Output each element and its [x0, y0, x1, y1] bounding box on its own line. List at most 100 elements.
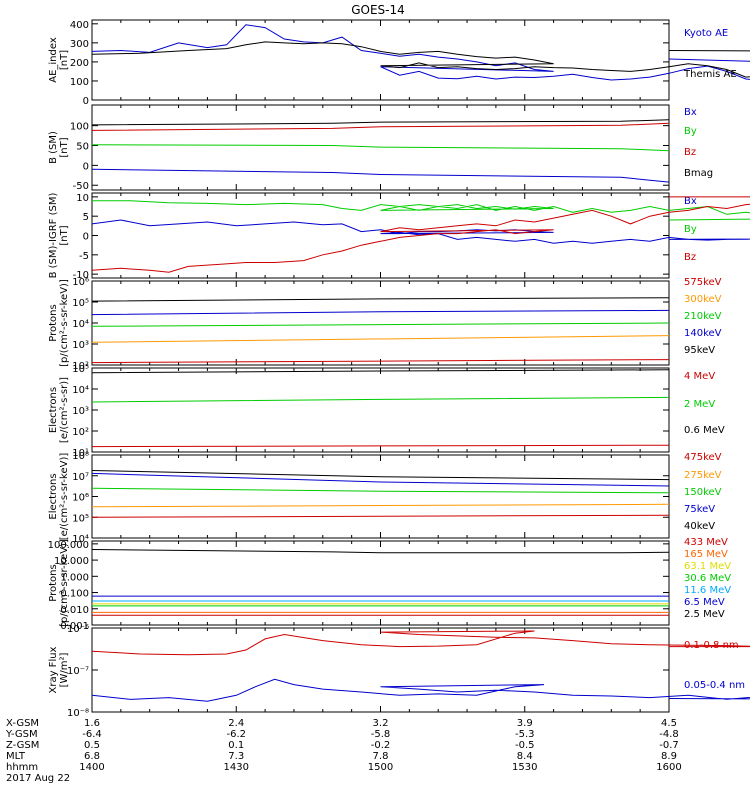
legend-entry: 11.6 MeV	[684, 585, 731, 596]
legend-entry: Bx	[684, 196, 697, 207]
y-axis-label-line: Protons	[48, 304, 59, 341]
panel-frame	[91, 19, 670, 101]
legend-entry: 210keV	[684, 311, 722, 322]
legend-entry: 95keV	[684, 345, 715, 356]
x-tick-value: 1430	[224, 762, 249, 773]
y-tick-label: 10⁵	[72, 364, 89, 375]
legend-entry: 150keV	[684, 487, 722, 498]
y-tick-label: 300	[70, 39, 89, 50]
panel-3: -10 -5 0 5 10 B (SM)-IGRF (SM)[nT] Bx By Bz	[48, 192, 750, 281]
series-line	[91, 335, 670, 343]
y-tick-label: 10²	[72, 361, 89, 372]
x-tick-value: -4.8	[659, 729, 679, 740]
legend-entry: By	[684, 126, 697, 137]
legend-entry: 475keV	[684, 452, 722, 463]
panel-7: 0.0010.0100.1001.00010.000100.000Protons…	[48, 537, 732, 632]
legend-entry: 6.5 MeV	[684, 597, 725, 608]
x-tick-value: 4.5	[661, 718, 677, 729]
y-tick-label: 10⁵	[72, 513, 89, 524]
y-tick-label: 10⁸	[72, 451, 89, 462]
y-tick-label: 10	[76, 193, 89, 204]
legend-entry: 2 MeV	[684, 399, 715, 410]
series-line	[91, 297, 670, 302]
legend-entry: 0.05-0.4 nm	[684, 680, 745, 691]
y-axis-label-line: [nT]	[59, 50, 70, 70]
x-tick-value: 8.4	[517, 751, 533, 762]
y-tick-label: 50	[76, 142, 89, 153]
legend-entry: 2.5 MeV	[684, 609, 725, 620]
y-tick-label: 0.001	[60, 621, 89, 632]
x-tick-value: 1600	[656, 762, 681, 773]
y-tick-label: 100.000	[48, 540, 89, 551]
panel-4: 10²10³10⁴10⁵10⁶Protons[p/(cm²-s-sr-keV)]…	[48, 277, 722, 372]
y-tick-label: 10⁴	[72, 534, 89, 545]
y-tick-label: 10⁻⁶	[67, 624, 89, 635]
series-line	[91, 503, 670, 508]
x-tick-value: 8.9	[661, 751, 677, 762]
y-axis-label-line: Protons	[48, 564, 59, 601]
y-axis-label-line: Electrons	[48, 473, 59, 519]
panel-frame	[91, 367, 670, 453]
series-line	[91, 359, 670, 364]
x-tick-value: 1400	[79, 762, 104, 773]
y-tick-label: 1.000	[60, 572, 89, 583]
y-tick-label: 10³	[72, 406, 89, 417]
series-line	[92, 200, 750, 221]
y-axis-label-line: [p/(cm²-s-sr-keV)]	[59, 539, 70, 627]
series-line	[91, 122, 670, 131]
series-line	[91, 470, 670, 481]
x-tick-value: 1500	[368, 762, 393, 773]
date-label: 2017 Aug 22	[6, 773, 70, 784]
series-line	[91, 168, 670, 183]
x-tick-value: 1530	[512, 762, 537, 773]
x-tick-value: 2.4	[228, 718, 244, 729]
series-line	[91, 41, 750, 78]
series-line	[91, 514, 670, 518]
x-tick-value: -5.3	[515, 729, 535, 740]
y-tick-label: -50	[73, 181, 89, 192]
y-tick-label: 10²	[72, 427, 89, 438]
legend-entry: 0.1-0.8 nm	[684, 640, 739, 651]
y-tick-label: 10⁶	[72, 277, 89, 288]
x-tick-value: 7.3	[228, 751, 244, 762]
y-tick-label: 10⁴	[72, 385, 89, 396]
plot-title: GOES-14	[351, 3, 405, 17]
x-row-label: hhmm	[6, 762, 38, 773]
x-tick-value: 3.2	[373, 718, 389, 729]
legend-entry: Kyoto AE	[684, 28, 728, 39]
x-tick-value: -0.5	[515, 740, 535, 751]
y-axis-label-line: [e/(cm²-s-sr-keV)]	[59, 453, 70, 541]
y-axis-label-line: AE_index	[48, 37, 59, 83]
legend-entry: 63.1 MeV	[684, 561, 731, 572]
x-row-label: Z-GSM	[6, 740, 39, 751]
series-line	[91, 396, 670, 403]
y-tick-label: 200	[70, 58, 89, 69]
series-line	[91, 144, 670, 152]
x-tick-value: 1.6	[84, 718, 100, 729]
legend-entry: 30.6 MeV	[684, 573, 731, 584]
series-line	[91, 444, 670, 448]
x-tick-value: 6.8	[84, 751, 100, 762]
x-tick-value: -5.8	[371, 729, 391, 740]
legend-entry: 575keV	[684, 277, 722, 288]
x-tick-value: 7.8	[373, 751, 389, 762]
y-axis-label-line: Xray Flux	[48, 646, 59, 693]
x-tick-value: -0.7	[659, 740, 679, 751]
legend-entry: 40keV	[684, 521, 715, 532]
legend-entry: 140keV	[684, 328, 722, 339]
y-tick-label: 10⁵	[72, 298, 89, 309]
y-tick-label: 10⁻⁸	[67, 708, 89, 719]
legend-entry: 275keV	[684, 470, 722, 481]
legend-entry: 0.6 MeV	[684, 425, 725, 436]
y-axis-label: Electrons[e/(cm²-s-sr)]	[48, 377, 70, 443]
legend-entry: Bmag	[684, 168, 713, 179]
y-axis-label: AE_index[nT]	[48, 37, 70, 83]
y-tick-label: 100	[70, 122, 89, 133]
y-tick-label: 10⁴	[72, 319, 89, 330]
y-axis-label-line: B (SM)-IGRF (SM)	[48, 193, 59, 279]
y-tick-label: 0	[83, 232, 89, 243]
x-tick-value: -0.2	[371, 740, 391, 751]
